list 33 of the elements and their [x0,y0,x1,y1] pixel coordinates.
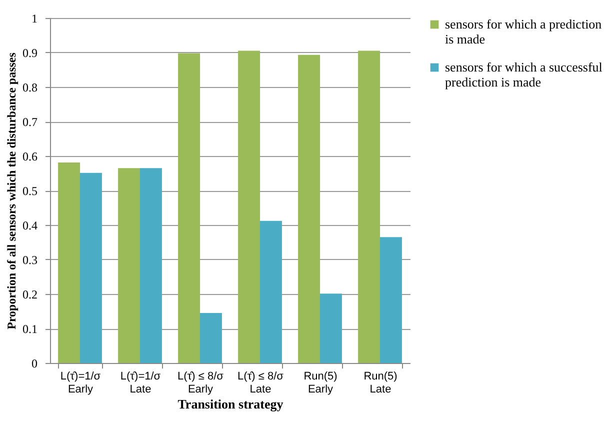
bar [260,220,282,363]
y-tick-label: 0.6 [22,150,38,164]
bar [58,162,80,363]
bar [298,54,320,363]
y-tick-label: 0.4 [22,218,38,232]
x-tick-label: L(τ̂) ≤ 8/σ Early [178,370,224,396]
x-axis-title: Transition strategy [178,396,284,412]
bar [140,168,162,363]
y-tick-label: 0.9 [22,46,38,60]
y-tick-label: 0.5 [22,184,38,198]
bar [118,168,140,363]
y-tick-label: 0.1 [22,322,38,336]
bar [320,294,342,363]
x-tick-label: L(τ̂) ≤ 8/σ Late [238,370,284,396]
bar [380,237,402,363]
y-tick-label: 0 [32,356,38,370]
y-tick-label: 0.7 [22,115,38,129]
bar [200,312,222,363]
bar [238,50,260,363]
x-tick-label: Run(5) Late [364,370,398,396]
y-tick-label: 1 [32,12,38,26]
y-tick-label: 0.8 [22,80,38,94]
y-tick-label: 0.2 [22,288,38,302]
bar [358,50,380,363]
x-tick-label: L(τ̂)=1/σ Late [120,370,161,396]
legend-label: sensors for which a prediction is made [445,16,602,46]
x-tick-label: Run(5) Early [304,370,338,396]
x-tick-label: L(τ̂)=1/σ Early [60,370,101,396]
y-tick-label: 0.3 [22,253,38,267]
bar [80,172,102,363]
y-axis-title: Proportion of all sensors which the disturbance passes [4,52,18,330]
bar [178,53,200,363]
legend-label: sensors for which a successful prediction is made [445,60,603,90]
